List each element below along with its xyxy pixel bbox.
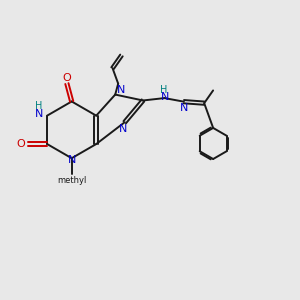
Text: H: H [160,85,168,95]
Text: O: O [63,73,72,83]
Text: methyl: methyl [57,176,86,185]
Text: N: N [117,85,126,95]
Text: N: N [161,92,169,103]
Text: O: O [17,139,26,149]
Text: N: N [68,155,76,165]
Text: N: N [119,124,128,134]
Text: H: H [35,101,42,111]
Text: N: N [180,103,189,113]
Text: N: N [34,109,43,119]
